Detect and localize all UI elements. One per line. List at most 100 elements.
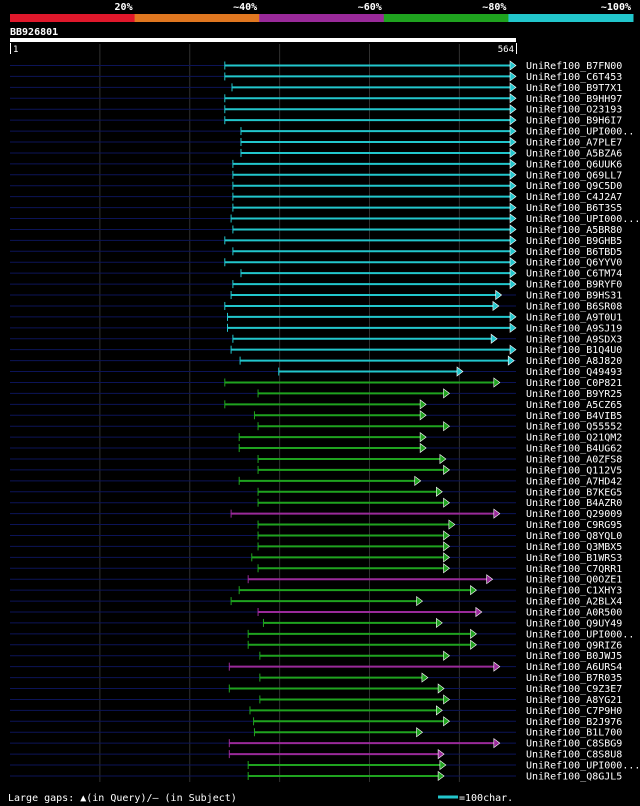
hit-arrow	[419, 432, 427, 443]
hit-label: UniRef100_Q8GJL5	[526, 771, 622, 782]
hit-label: UniRef100_B9RYF0	[526, 280, 622, 291]
hit-arrow	[509, 93, 517, 104]
hit-label: UniRef100_A5CZ65	[526, 400, 622, 411]
hit-arrow	[509, 169, 517, 180]
scale-legend: =100char.	[459, 793, 513, 804]
hit-arrow	[509, 235, 517, 246]
identity-legend-label: ~40%	[233, 2, 257, 13]
hit-arrow	[421, 672, 429, 683]
hit-label: UniRef100_B6TBD5	[526, 247, 622, 258]
hit-label: UniRef100_A0ZFS8	[526, 454, 622, 465]
hit-arrow	[443, 716, 450, 727]
hit-arrow	[509, 125, 517, 137]
hit-arrow	[493, 508, 501, 519]
hit-arrow	[436, 705, 443, 716]
hit-arrow	[509, 311, 517, 322]
hit-label: UniRef100_B7R035	[526, 673, 622, 684]
hit-arrow	[416, 595, 424, 607]
hit-arrow	[419, 442, 427, 454]
hit-arrow	[443, 563, 450, 574]
hit-arrow	[509, 115, 517, 126]
hit-label: UniRef100_Q3MBX5	[526, 542, 622, 553]
hit-label: UniRef100_Q29009	[526, 509, 622, 520]
hit-arrow	[509, 322, 517, 333]
hit-label: UniRef100_B6SR08	[526, 301, 622, 312]
hit-label: UniRef100_B1L700	[526, 728, 622, 739]
hit-label: UniRef100_B4AZR0	[526, 498, 622, 509]
hit-label: UniRef100_B2J976	[526, 717, 622, 728]
hit-arrow	[439, 453, 447, 465]
hit-label: UniRef100_UPI000..	[526, 629, 634, 640]
hit-arrow	[443, 552, 450, 563]
hit-arrow	[419, 410, 427, 421]
hit-label: UniRef100_B4VIB5	[526, 411, 622, 422]
hit-arrow	[443, 497, 450, 508]
hit-arrow	[443, 650, 450, 661]
hit-arrow	[509, 344, 517, 355]
hit-arrow	[509, 158, 517, 169]
hit-label: UniRef100_UPI000...	[526, 761, 640, 772]
hit-label: UniRef100_C9Z3E7	[526, 684, 622, 695]
hit-label: UniRef100_C7P9H0	[526, 706, 622, 717]
hit-label: UniRef100_Q55552	[526, 422, 622, 433]
hit-arrow	[509, 257, 517, 268]
hit-label: UniRef100_B4UG62	[526, 444, 622, 455]
hit-arrow	[493, 377, 501, 388]
hit-arrow	[493, 661, 501, 672]
hit-arrow	[443, 541, 450, 552]
query-end-label: 564	[498, 45, 514, 55]
identity-legend-segment	[508, 14, 634, 22]
identity-legend-label: ~80%	[482, 2, 506, 13]
hit-label: UniRef100_Q0OZE1	[526, 575, 622, 586]
hit-label: UniRef100_Q6YYV0	[526, 258, 622, 269]
hit-label: UniRef100_B9H6I7	[526, 116, 622, 127]
hit-label: UniRef100_UPI000..	[526, 127, 634, 138]
hit-label: UniRef100_Q8YQL0	[526, 531, 622, 542]
hit-arrow	[475, 606, 483, 618]
hit-arrow	[509, 224, 517, 235]
hit-label: UniRef100_Q69LL7	[526, 170, 622, 181]
hit-arrow	[509, 71, 517, 82]
hit-arrow	[509, 191, 517, 202]
identity-legend-label: ~60%	[358, 2, 382, 13]
hit-label: UniRef100_C0P821	[526, 378, 622, 389]
hit-arrow	[439, 759, 447, 771]
hit-label: UniRef100_B6T3S5	[526, 203, 622, 214]
gaps-legend: Large gaps: ▲(in Query)/– (in Subject)	[8, 793, 237, 804]
identity-legend-label: ~100%	[601, 2, 631, 13]
hit-label: UniRef100_C6T453	[526, 72, 622, 83]
hit-label: UniRef100_A7HD42	[526, 476, 622, 487]
query-bar	[10, 38, 516, 42]
hit-label: UniRef100_B7FN00	[526, 61, 622, 72]
hit-arrow	[495, 289, 503, 301]
hit-arrow	[486, 574, 494, 585]
identity-legend-segment	[383, 14, 509, 22]
hit-arrow	[490, 333, 498, 344]
identity-legend-label: 20%	[115, 2, 133, 13]
hit-label: UniRef100_A2BLX4	[526, 597, 622, 608]
hit-arrow	[470, 628, 477, 639]
hit-arrow	[509, 104, 517, 115]
identity-legend-segment	[259, 14, 385, 22]
identity-legend-segment	[134, 14, 260, 22]
hit-label: UniRef100_C6TM74	[526, 269, 622, 280]
hit-arrow	[493, 738, 501, 749]
hit-label: UniRef100_O23193	[526, 105, 622, 116]
hit-label: UniRef100_B9YR25	[526, 389, 622, 400]
hit-label: UniRef100_C7QRR1	[526, 564, 622, 575]
hit-label: UniRef100_C9RG95	[526, 520, 622, 531]
hit-arrow	[443, 421, 450, 432]
hit-label: UniRef100_Q9UY49	[526, 618, 622, 629]
hit-arrow	[437, 770, 445, 782]
hit-arrow	[509, 268, 517, 279]
hit-arrow	[443, 530, 450, 541]
hit-label: UniRef100_A7PLE7	[526, 138, 622, 149]
hit-label: UniRef100_A9SDX3	[526, 334, 622, 345]
hit-arrow	[443, 388, 450, 399]
hit-label: UniRef100_C8S8U8	[526, 750, 622, 761]
hit-arrow	[509, 60, 517, 71]
hit-label: UniRef100_B9HH97	[526, 94, 622, 105]
hit-label: UniRef100_A9SJ19	[526, 323, 622, 334]
hit-arrow	[437, 683, 445, 694]
